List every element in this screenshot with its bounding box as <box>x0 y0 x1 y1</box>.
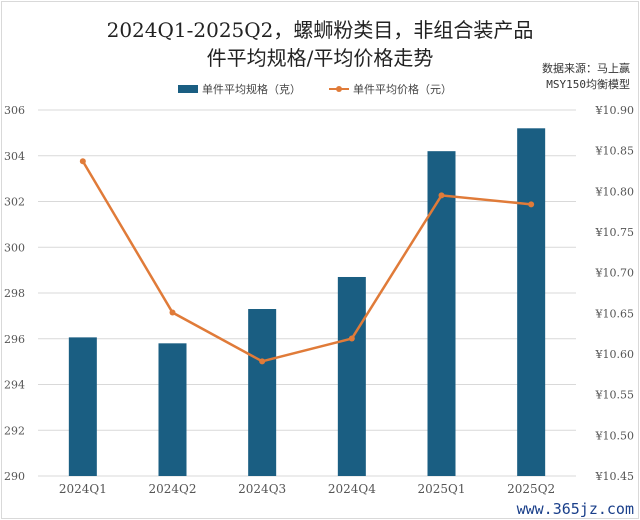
y-left-tick-label: 292 <box>4 424 25 437</box>
legend-swatch-bar <box>178 85 198 93</box>
bar <box>337 276 366 476</box>
legend-label-bar: 单件平均规格（克） <box>202 83 301 96</box>
chart-title-line2: 件平均规格/平均价格走势 <box>206 46 434 70</box>
source-label: 数据来源：马上赢 <box>542 62 630 75</box>
y-right-tick-label: ¥10.75 <box>595 226 635 239</box>
model-label: MSY150均衡模型 <box>546 78 630 91</box>
bar <box>248 309 277 476</box>
y-left-tick-label: 304 <box>4 150 25 163</box>
y-right-tick-label: ¥10.50 <box>595 429 635 442</box>
y-right-tick-label: ¥10.80 <box>595 185 635 198</box>
y-left-tick-label: 294 <box>4 379 25 392</box>
y-left-tick-label: 298 <box>4 287 25 300</box>
y-right-tick-label: ¥10.90 <box>595 104 635 117</box>
legend-swatch-line <box>329 86 349 92</box>
y-left-tick-label: 296 <box>4 333 25 346</box>
price-line <box>81 160 532 363</box>
x-tick-label: 2024Q3 <box>238 482 286 496</box>
x-tick-label: 2024Q4 <box>328 482 376 496</box>
price-point <box>348 335 355 342</box>
y-right-tick-label: ¥10.45 <box>595 470 635 483</box>
price-point <box>438 192 445 199</box>
y-right-tick-label: ¥10.70 <box>595 267 635 280</box>
x-tick-label: 2025Q1 <box>417 482 465 496</box>
legend-item-bar: 单件平均规格（克） <box>178 81 301 97</box>
bar <box>517 128 546 477</box>
bar <box>68 337 97 476</box>
price-point <box>259 358 266 365</box>
price-point <box>528 201 535 208</box>
x-tick-label: 2025Q2 <box>507 482 555 496</box>
price-point <box>79 158 86 165</box>
x-tick-label: 2024Q1 <box>59 482 107 496</box>
bar <box>427 151 456 477</box>
y-right-tick-label: ¥10.60 <box>595 348 635 361</box>
y-left-tick-label: 290 <box>4 470 25 483</box>
y-right-tick-label: ¥10.85 <box>595 145 635 158</box>
y-left-tick-label: 306 <box>4 104 25 117</box>
chart-title-line1: 2024Q1-2025Q2，螺蛳粉类目，非组合装产品 <box>106 18 534 42</box>
legend-item-line: 单件平均价格（元） <box>329 81 452 97</box>
legend-label-line: 单件平均价格（元） <box>353 83 452 96</box>
y-left-tick-label: 302 <box>4 196 25 209</box>
watermark: www.365jz.com <box>516 500 634 518</box>
legend: 单件平均规格（克） 单件平均价格（元） <box>178 81 452 97</box>
price-point <box>169 309 176 316</box>
y-right-tick-label: ¥10.65 <box>595 307 635 320</box>
y-left-tick-label: 300 <box>4 241 25 254</box>
bar <box>158 343 187 476</box>
y-right-tick-label: ¥10.55 <box>595 389 635 402</box>
x-tick-label: 2024Q2 <box>148 482 196 496</box>
